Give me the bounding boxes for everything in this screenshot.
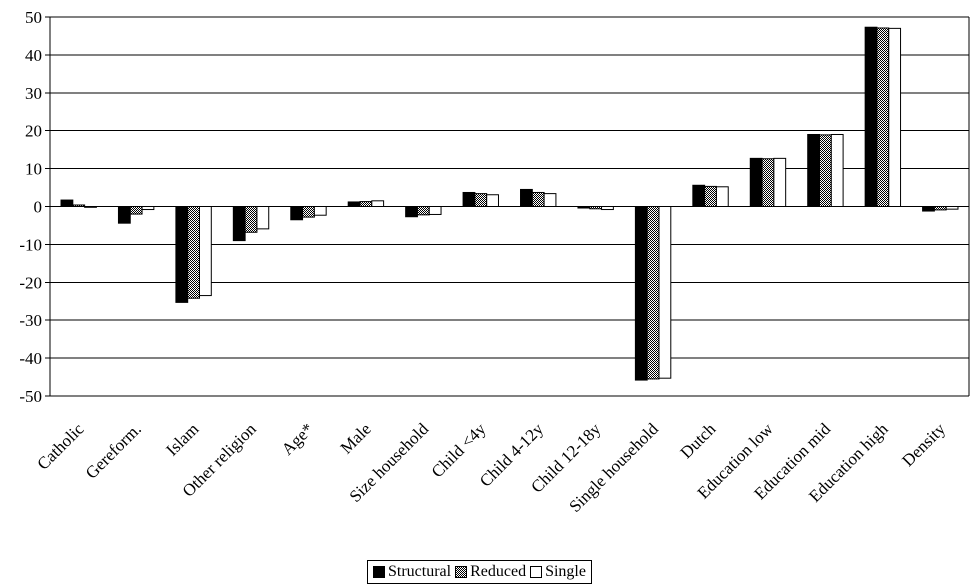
legend-swatch-single (530, 566, 543, 578)
y-tick-label: 10 (25, 160, 42, 179)
bar-single (84, 206, 97, 208)
y-tick-label: -40 (19, 349, 42, 368)
bar-structural (175, 206, 189, 303)
legend-item-single: Single (530, 563, 586, 581)
bar-structural (692, 184, 706, 208)
bar-structural (117, 206, 131, 224)
y-tick-label: -50 (19, 387, 42, 406)
bar-single (371, 200, 385, 208)
legend-label-structural: Structural (388, 563, 452, 580)
bar-single (313, 206, 327, 216)
bar-single (945, 206, 959, 210)
y-tick-label: -10 (19, 235, 42, 254)
bar-single (715, 186, 729, 208)
bar-reduced (244, 206, 258, 233)
legend-label-reduced: Reduced (470, 563, 527, 580)
legend-swatch-structural (373, 566, 385, 578)
legend-item-structural: Structural (373, 563, 451, 581)
bar-single (141, 206, 155, 211)
bar-reduced (531, 191, 545, 208)
bar-reduced (761, 158, 775, 208)
bar-structural (577, 206, 591, 209)
bar-structural (60, 199, 74, 208)
y-tick-label: -20 (19, 273, 42, 292)
legend-item-reduced: Reduced (455, 563, 526, 581)
y-tick-label: 20 (25, 122, 42, 141)
legend: Structural Reduced Single (367, 560, 592, 584)
labels: 50 40 30 20 10 0 -10 -20 -30 -40 -50 CatholicGerefo… (19, 8, 949, 516)
legend-label-single: Single (545, 563, 586, 580)
bar-reduced (302, 206, 315, 218)
bar-structural (405, 206, 418, 218)
bar-single (256, 206, 270, 230)
bar-reduced (416, 206, 430, 216)
bar-single (486, 194, 499, 208)
y-tick-label: -30 (19, 311, 42, 330)
bar-single (773, 157, 787, 208)
bar-reduced (933, 206, 947, 211)
bar-structural (634, 206, 648, 381)
bar-single (658, 206, 672, 379)
bar-single (601, 206, 614, 211)
bar-single (830, 133, 844, 208)
y-tick-label: 30 (25, 84, 42, 103)
bar-structural (922, 206, 935, 212)
x-tick-label: Male (337, 419, 375, 457)
bar-reduced (129, 206, 143, 215)
bar-single (888, 27, 902, 208)
x-tick-label: Gereform. (82, 419, 145, 482)
bar-reduced (589, 206, 603, 210)
bar-structural (290, 206, 304, 221)
bar-reduced (359, 201, 373, 207)
bar-structural (749, 157, 763, 208)
bar-reduced (72, 204, 86, 207)
legend-swatch-reduced (455, 566, 468, 578)
bar-structural (462, 191, 476, 208)
x-tick-label: Islam (162, 419, 202, 459)
x-tick-label: Catholic (33, 419, 87, 473)
bar-reduced (704, 185, 717, 207)
bars (60, 26, 959, 381)
bar-reduced (819, 134, 832, 207)
y-tick-label: 0 (34, 198, 43, 217)
bar-single (428, 206, 442, 215)
y-tick-label: 50 (25, 8, 42, 27)
bar-structural (347, 201, 361, 207)
x-tick-label: Age* (278, 419, 317, 458)
bar-structural (232, 206, 246, 242)
bar-structural (520, 188, 533, 208)
x-tick-label: Density (898, 419, 949, 470)
x-tick-label: Dutch (677, 419, 720, 462)
bar-structural (807, 133, 821, 208)
bar-single (198, 206, 212, 297)
bar-structural (864, 26, 878, 207)
bar-single (543, 193, 557, 207)
bar-reduced (646, 206, 660, 380)
bar-reduced (474, 193, 488, 207)
bar-reduced (187, 206, 200, 299)
bar-reduced (876, 27, 890, 208)
y-tick-label: 40 (25, 46, 42, 65)
